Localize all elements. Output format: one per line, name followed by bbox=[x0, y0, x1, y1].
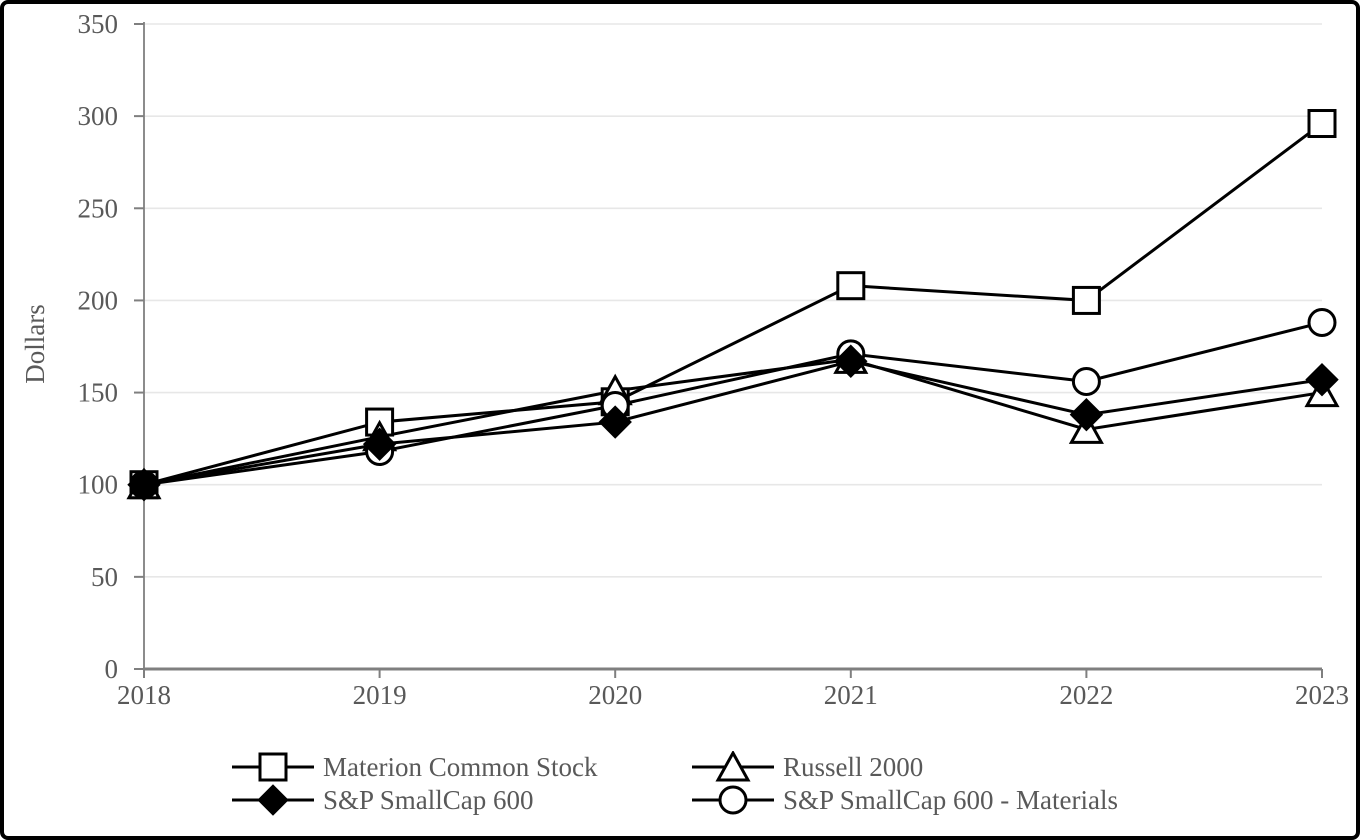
x-tick-label-2019: 2019 bbox=[353, 680, 407, 710]
y-tick-label-50: 50 bbox=[91, 562, 118, 592]
marker-s-p-smallcap-600-materials-2023 bbox=[1307, 308, 1337, 338]
x-tick-label-2021: 2021 bbox=[824, 680, 878, 710]
marker-s-p-smallcap-600-2020 bbox=[598, 405, 632, 439]
x-tick-label-2022: 2022 bbox=[1059, 680, 1113, 710]
y-tick-label-0: 0 bbox=[105, 654, 119, 684]
marker-materion-common-stock-2022 bbox=[1071, 285, 1101, 315]
performance-line-chart: 0 50 100 150 200 250 300 350 2018 2019 2020 2021 202… bbox=[20, 9, 1349, 710]
x-tick-label-2020: 2020 bbox=[588, 680, 642, 710]
y-axis-title: Dollars bbox=[20, 304, 50, 383]
series-line-russell-2000 bbox=[143, 357, 1323, 487]
marker-materion-common-stock-2023 bbox=[1307, 109, 1337, 139]
x-tick-label-2018: 2018 bbox=[117, 680, 171, 710]
series-line-s-p-smallcap-600 bbox=[143, 359, 1323, 487]
marker-s-p-smallcap-600-materials-2022 bbox=[1071, 367, 1101, 397]
marker-s-p-smallcap-600-2019 bbox=[362, 427, 397, 461]
y-tick-label-100: 100 bbox=[78, 470, 119, 500]
marker-s-p-smallcap-600-2022 bbox=[1069, 397, 1104, 432]
y-tick-label-300: 300 bbox=[78, 101, 119, 131]
x-tick-label-2023: 2023 bbox=[1295, 680, 1349, 710]
y-tick-label-350: 350 bbox=[78, 9, 119, 39]
y-tick-label-200: 200 bbox=[78, 285, 119, 315]
marker-s-p-smallcap-600-2023 bbox=[1305, 362, 1339, 397]
y-tick-label-150: 150 bbox=[78, 378, 119, 408]
marker-materion-common-stock-2021 bbox=[836, 271, 866, 301]
y-tick-label-250: 250 bbox=[78, 193, 119, 223]
series-line-s-p-smallcap-600-materials bbox=[143, 321, 1323, 487]
series-line-materion-common-stock bbox=[143, 122, 1323, 487]
marker-s-p-smallcap-600-2021 bbox=[834, 344, 868, 378]
marker-s-p-smallcap-600-2018 bbox=[127, 468, 161, 502]
